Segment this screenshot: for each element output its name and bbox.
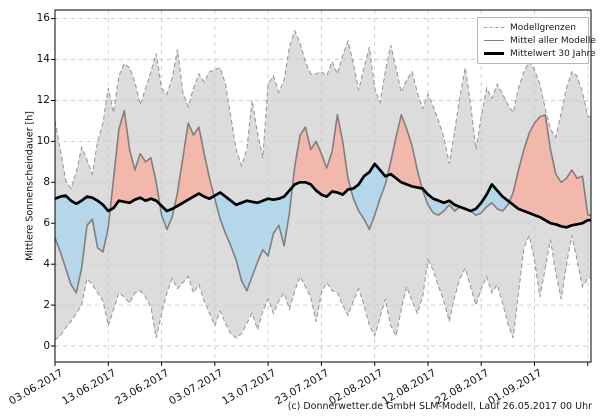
dashed-line-icon <box>484 27 504 28</box>
y-tick-label: 16 <box>36 12 50 25</box>
y-tick-label: 6 <box>43 216 50 229</box>
y-tick-label: 2 <box>43 298 50 311</box>
y-tick-label: 4 <box>43 257 50 270</box>
legend-item-mittelwert-30-jahre: Mittelwert 30 Jahre <box>484 47 596 60</box>
plot-border <box>54 9 592 363</box>
climate-mean-line <box>54 162 591 229</box>
y-tick-label: 14 <box>36 53 50 66</box>
y-tick-label: 10 <box>36 134 50 147</box>
legend-label: Mittelwert 30 Jahre <box>510 48 596 59</box>
copyright-credit: (c) Donnerwetter.de GmbH SLM-Modell, Lau… <box>287 401 592 412</box>
model-upper-bound-line <box>54 29 591 190</box>
legend-label: Modellgrenzen <box>510 22 576 33</box>
y-tick-label: 8 <box>43 175 50 188</box>
model-mean-line <box>54 109 591 294</box>
legend-item-modellgrenzen: Modellgrenzen <box>484 21 583 34</box>
y-tick-label: 12 <box>36 93 50 106</box>
y-axis-title: Mittlere Sonnenscheindauer [h] <box>24 111 36 261</box>
legend: Modellgrenzen Mittel aller Modelle Mitte… <box>477 17 596 64</box>
model-lower-bound-line <box>54 233 591 341</box>
legend-item-mittel-aller-modelle: Mittel aller Modelle <box>484 34 596 47</box>
legend-label: Mittel aller Modelle <box>510 35 596 46</box>
y-tick-label: 0 <box>43 339 50 352</box>
black-line-icon <box>484 52 504 55</box>
gray-line-icon <box>484 40 504 41</box>
